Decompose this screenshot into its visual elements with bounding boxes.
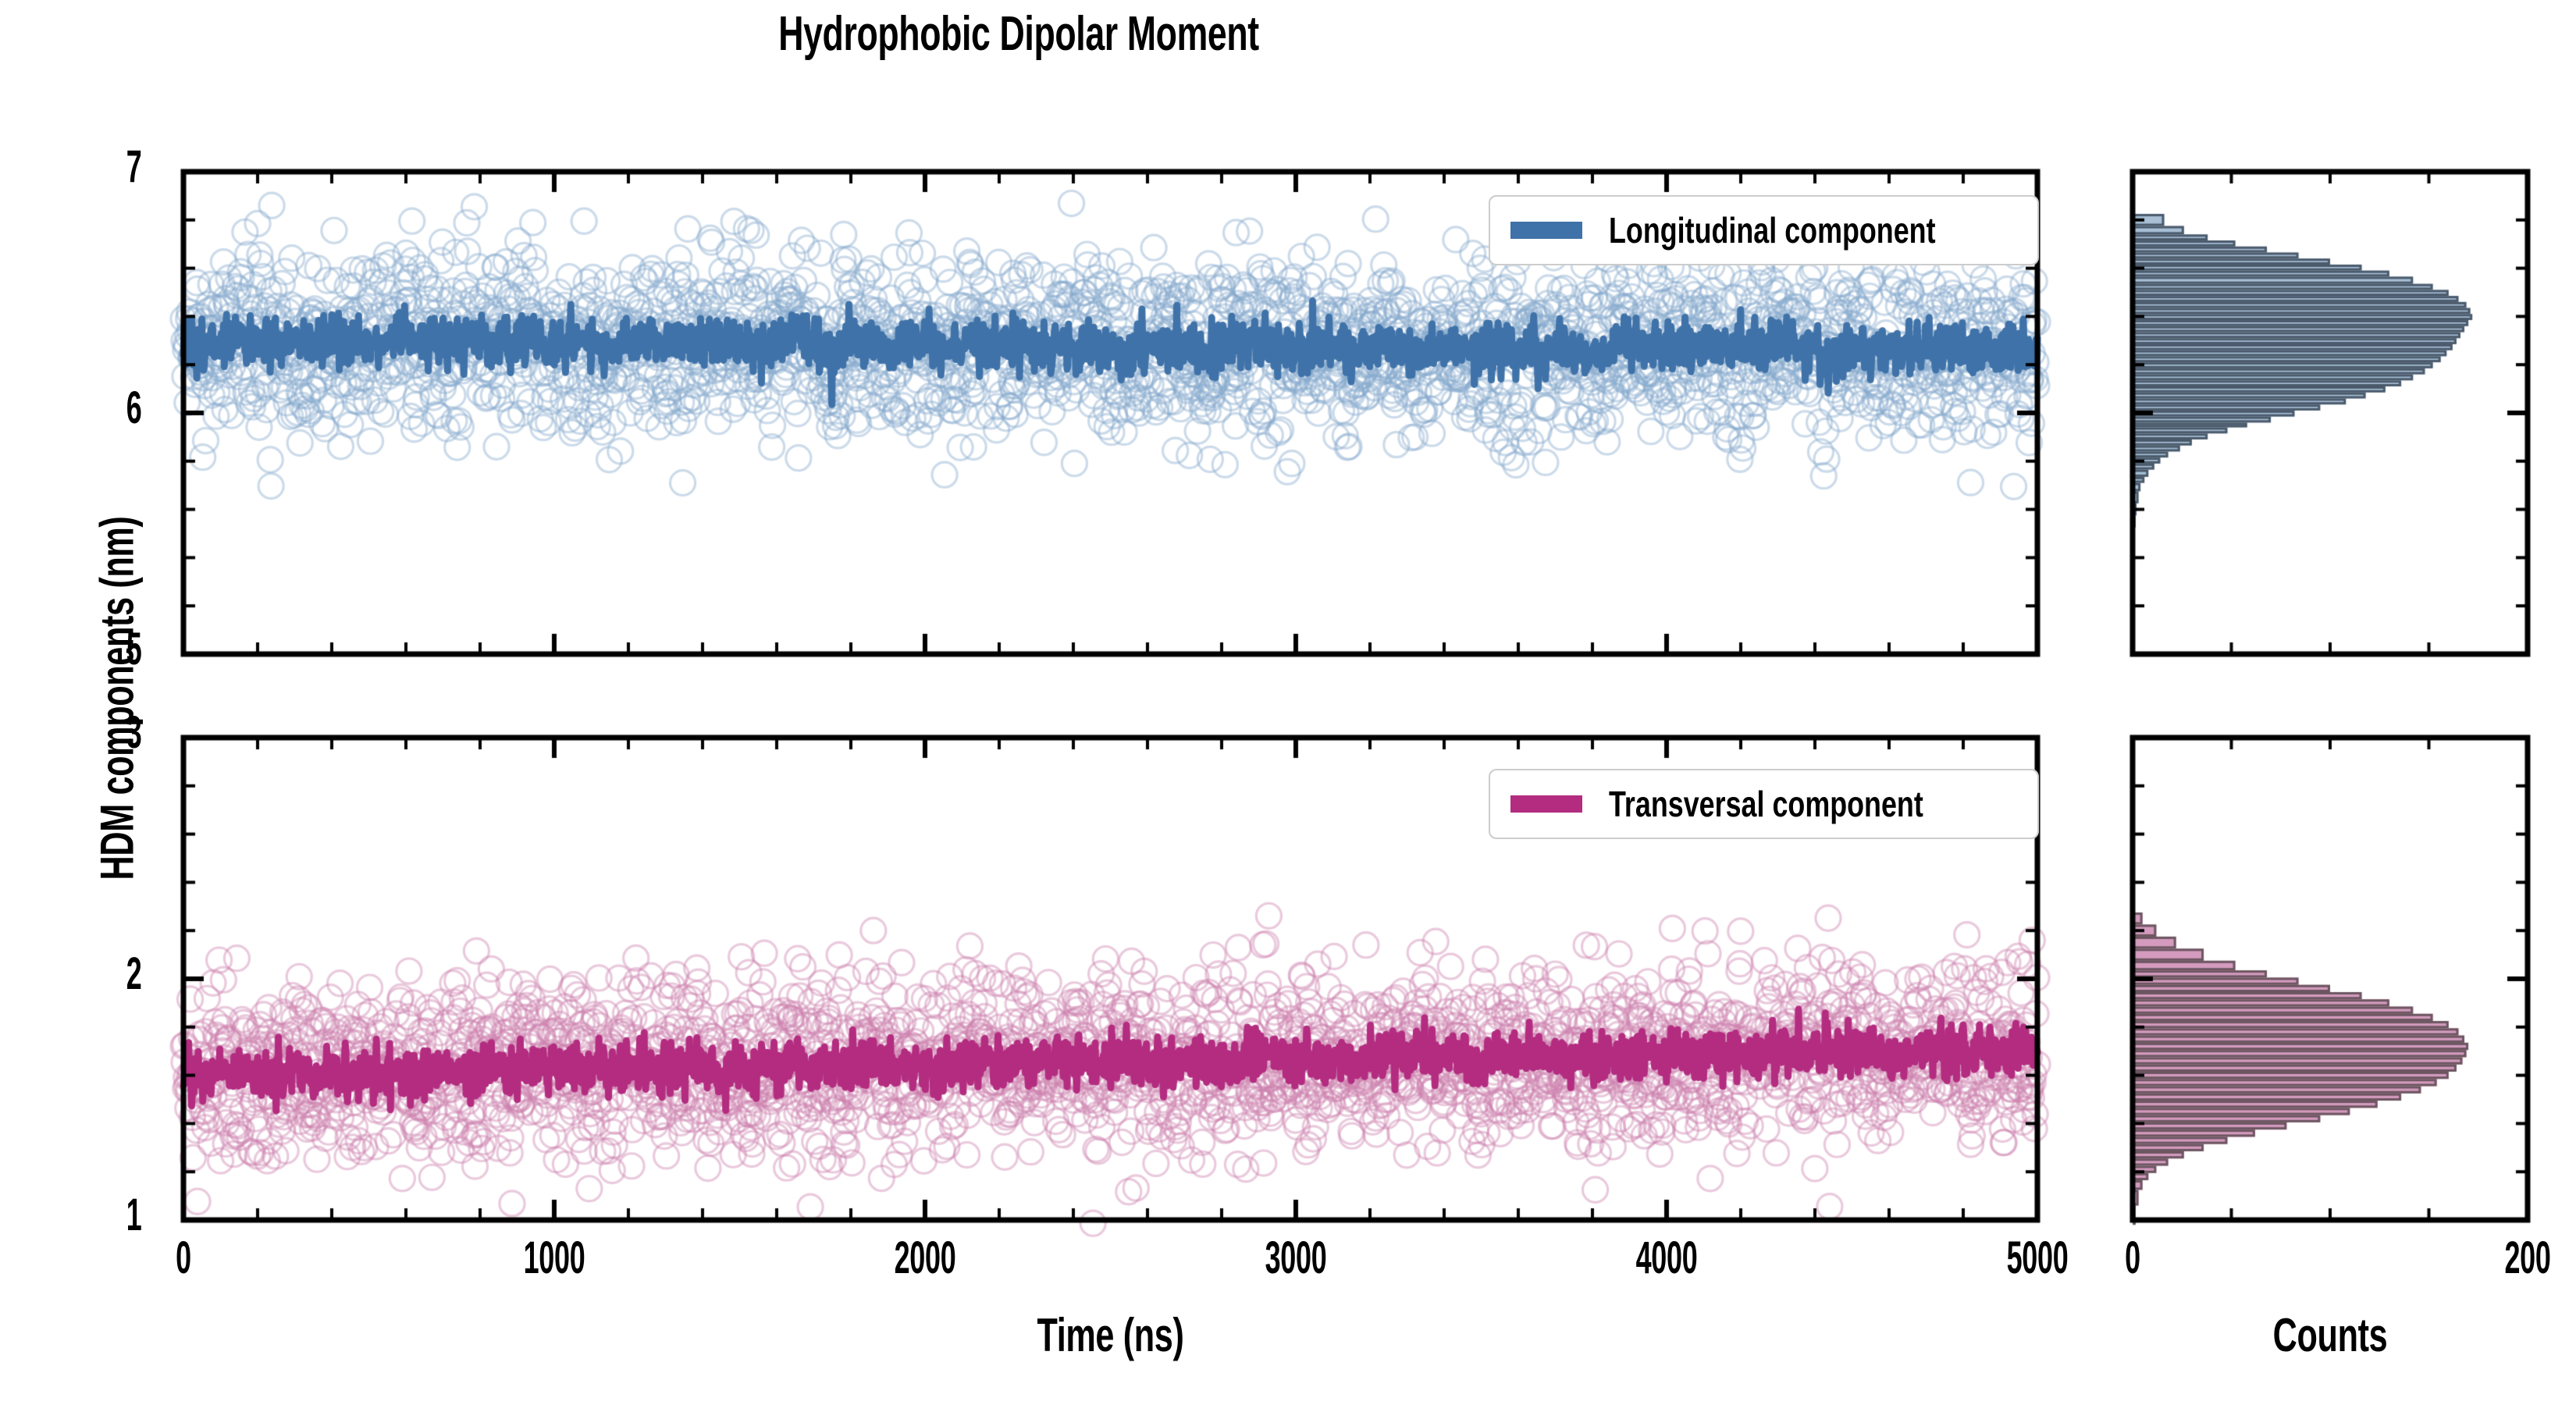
y-bottom-tick-label-3: 3	[126, 707, 142, 758]
y-top-tick-label-7: 7	[126, 141, 142, 192]
counts-axis-label: Counts	[2272, 1309, 2388, 1361]
legend-swatch-transversal	[1510, 795, 1582, 813]
x-tick-label-1000: 1000	[523, 1232, 585, 1283]
x-tick-label-2000: 2000	[894, 1232, 956, 1283]
y-top-tick-label-6: 6	[126, 382, 142, 433]
counts-tick-label-200: 200	[2504, 1232, 2551, 1283]
legend-label-transversal: Transversal component	[1609, 784, 1923, 824]
x-tick-label-5000: 5000	[2006, 1232, 2069, 1283]
legend-longitudinal[interactable]: Longitudinal component	[1489, 195, 2039, 265]
legend-transversal[interactable]: Transversal component	[1489, 769, 2039, 839]
y-bottom-tick-label-1: 1	[126, 1190, 142, 1240]
x-tick-label-4000: 4000	[1635, 1232, 1698, 1283]
legend-label-longitudinal: Longitudinal component	[1609, 210, 1936, 251]
counts-tick-label-0: 0	[2125, 1232, 2140, 1283]
y-bottom-tick-label-2: 2	[126, 948, 142, 999]
y-top-tick-label-5: 5	[126, 624, 142, 674]
x-tick-label-0: 0	[176, 1232, 191, 1283]
legend-swatch-longitudinal	[1510, 222, 1582, 239]
x-axis-label: Time (ns)	[1037, 1309, 1184, 1361]
chart-title: Hydrophobic Dipolar Moment	[778, 7, 1259, 61]
x-tick-label-3000: 3000	[1265, 1232, 1327, 1283]
y-axis-label: HDM components (nm)	[91, 516, 144, 880]
